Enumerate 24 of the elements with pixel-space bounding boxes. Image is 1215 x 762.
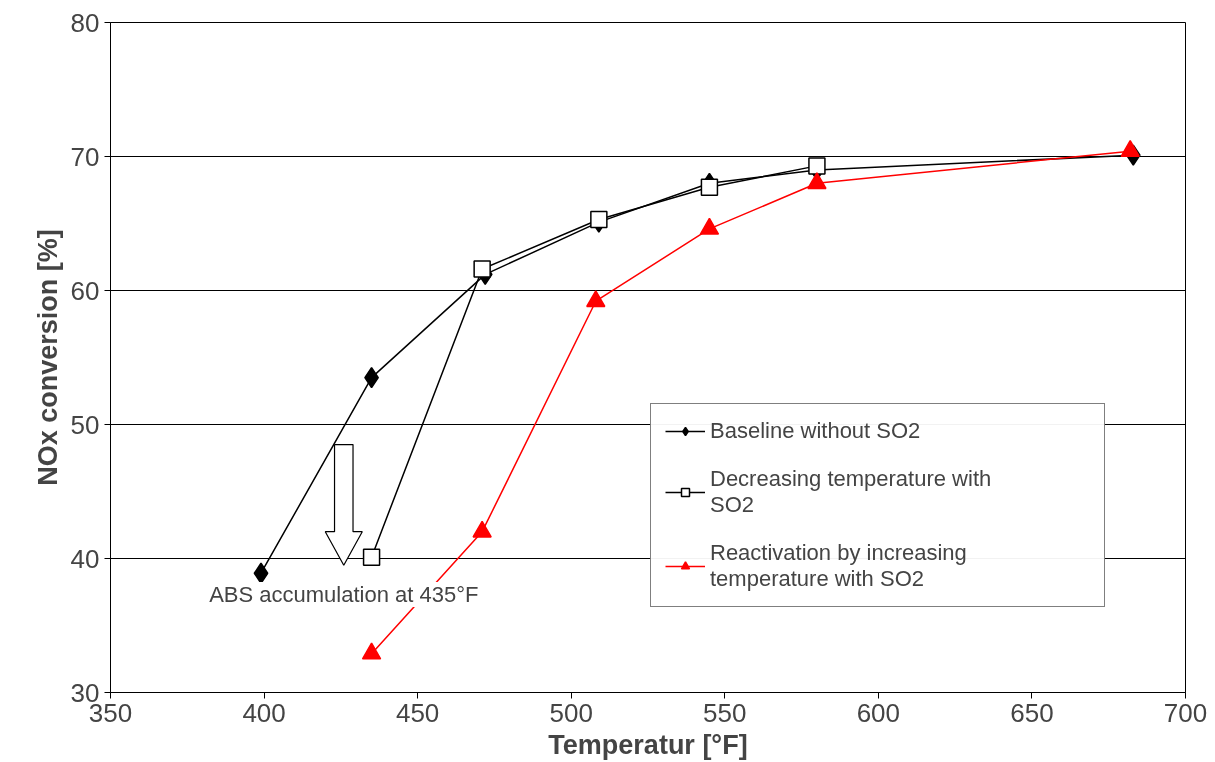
legend-label: Baseline without SO2 (710, 418, 922, 444)
y-tick-label: 70 (70, 141, 100, 172)
y-tick-label: 80 (70, 7, 100, 38)
x-tick-label: 550 (703, 697, 747, 728)
legend-label: Decreasing temperature with SO2 (710, 466, 993, 518)
x-tick-label: 650 (1010, 697, 1054, 728)
x-tick-label: 500 (549, 697, 593, 728)
point (253, 562, 269, 584)
x-tick-label: 450 (395, 697, 440, 728)
legend-label: Reactivation by increasing temperature with SO2 (710, 540, 968, 592)
x-tick-label: 400 (242, 697, 286, 728)
point (590, 210, 608, 229)
x-tick-label: 700 (1163, 697, 1208, 728)
y-tick-label: 60 (70, 275, 100, 306)
x-axis-title: Temperatur [°F] (548, 729, 748, 760)
x-tick-label: 600 (856, 697, 901, 728)
y-axis-title: NOx conversion [%] (32, 229, 63, 486)
point (700, 178, 719, 197)
point (808, 157, 826, 175)
annotation: ABS accumulation at 435°F (209, 581, 479, 607)
y-tick-label: 40 (70, 543, 100, 574)
y-tick-label: 50 (70, 409, 100, 440)
point (362, 548, 381, 566)
point (473, 260, 491, 278)
